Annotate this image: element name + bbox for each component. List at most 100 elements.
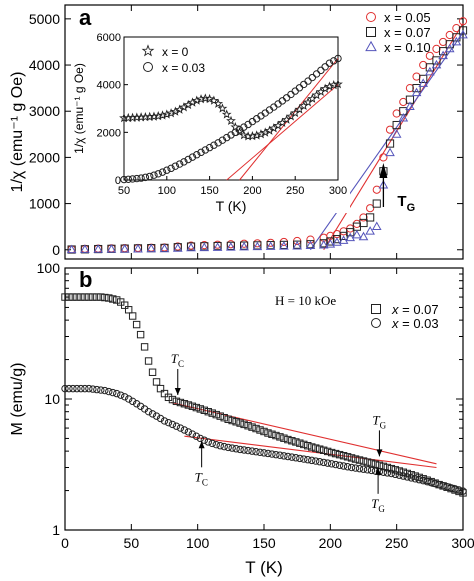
panel-b-point (395, 471, 404, 479)
panel-b-point (435, 480, 443, 489)
inset-point (330, 57, 338, 65)
inset-point (328, 79, 339, 90)
panel-b-point (451, 485, 459, 493)
annotation-subscript: C (202, 477, 208, 487)
inset-legend-label: x = 0.03 (162, 61, 205, 75)
panel-b-point (109, 388, 117, 397)
inset-point (213, 98, 224, 108)
panel-a-point (458, 29, 468, 39)
panel-b-point (81, 293, 89, 301)
panel-b-point (204, 438, 212, 446)
panel-b-point (379, 462, 388, 471)
panel-b-point (415, 476, 423, 484)
inset-legend-marker (143, 62, 153, 72)
inset-point (217, 103, 228, 113)
panel-b-annotation-label: TC (171, 351, 184, 369)
panel-b-point (208, 409, 216, 417)
panel-b-point (228, 416, 236, 425)
panel-a-point (411, 87, 422, 97)
panel-b-point (280, 434, 288, 442)
panel-b-point (172, 422, 181, 430)
panel-b-x-tick-label: 200 (319, 535, 343, 551)
panel-a-point (405, 84, 415, 93)
panel-b-point (152, 412, 161, 420)
panel-b-legend: x = 0.07x = 0.03 (371, 302, 439, 331)
panel-b-point (188, 402, 197, 410)
panel-b-point (216, 412, 224, 420)
panel-a-series (66, 17, 468, 254)
panel-a-point (366, 204, 375, 213)
panel-b-point (224, 415, 232, 423)
inset-x-axis-label: T (K) (216, 198, 247, 214)
panel-b-point (101, 386, 109, 395)
panel-b-y-axis-label: M (emu/g) (9, 363, 26, 436)
inset-y-tick-label: 6000 (97, 32, 121, 44)
panel-b-point (391, 470, 400, 479)
panel-b-point (93, 385, 101, 394)
panel-a-point (431, 59, 442, 69)
panel-a-point (338, 235, 349, 244)
inset-x-tick-label: 150 (200, 185, 218, 197)
inset-point (153, 110, 164, 121)
inset-point (175, 160, 184, 168)
panel-b-x-axis-label: T (K) (245, 558, 282, 577)
panel-b-point (180, 426, 189, 434)
panel-b-arrowhead (375, 467, 382, 475)
panel-a-point (385, 139, 395, 148)
panel-a-point (405, 101, 415, 110)
panel-b: 1 10 100 0 50 100 150 200 250 300 b M (emu/g) T (… (9, 260, 474, 577)
panel-a-point (458, 26, 468, 35)
inset-x-tick-label: 200 (243, 185, 261, 197)
panel-b-point (212, 440, 220, 449)
panel-b-point (128, 397, 137, 406)
inset-point (188, 153, 197, 161)
inset-x-tick-label: 250 (286, 185, 304, 197)
panel-a-point (332, 229, 342, 239)
panel-a-point (332, 237, 342, 246)
panel-b-x-tick-label: 0 (61, 535, 69, 551)
tg-label: TG (397, 193, 415, 214)
panel-b-point (89, 385, 97, 393)
panel-b-annotation-label: TC (195, 469, 208, 487)
inset-y-tick-label: 0 (115, 175, 121, 187)
annotation-subscript: C (178, 359, 184, 369)
panel-b-point (200, 406, 209, 414)
panel-b-point (124, 306, 133, 314)
panel-b-point (427, 478, 435, 487)
inset-point (157, 110, 168, 120)
panel-b-point (81, 384, 89, 393)
panel-b-point (431, 479, 439, 488)
panel-b-point (77, 293, 85, 301)
panel-b-point (97, 386, 105, 394)
inset-point (312, 70, 321, 78)
panel-a-point (379, 153, 388, 162)
panel-b-point (296, 454, 304, 463)
panel-b-point (132, 320, 141, 329)
panel-a-point (452, 33, 461, 42)
panel-a-legend-label: x = 0.05 (384, 10, 431, 25)
panel-a-point (398, 112, 409, 122)
panel-a-point (305, 240, 316, 249)
panel-b-point (359, 465, 368, 473)
inset-point (158, 168, 167, 176)
panel-b-y-tick-label: 10 (44, 391, 60, 407)
panel-b-axes: 1 10 100 0 50 100 150 200 250 300 (37, 260, 474, 551)
panel-b-point (212, 410, 220, 419)
panel-b-point (339, 452, 348, 460)
panel-a-point (212, 242, 223, 251)
panel-a-point (425, 66, 435, 76)
panel-a-point (186, 242, 196, 252)
inset-point (221, 109, 232, 119)
panel-b-point (232, 418, 240, 426)
panel-b-point (387, 464, 396, 473)
inset-point (333, 79, 343, 89)
panel-b-point (367, 466, 376, 475)
panel-a-point (432, 44, 441, 53)
panel-b-point (192, 403, 201, 412)
panel-b-point (300, 440, 308, 449)
panel-b-point (196, 405, 205, 413)
inset-point (226, 115, 236, 126)
panel-b-point (89, 293, 97, 301)
